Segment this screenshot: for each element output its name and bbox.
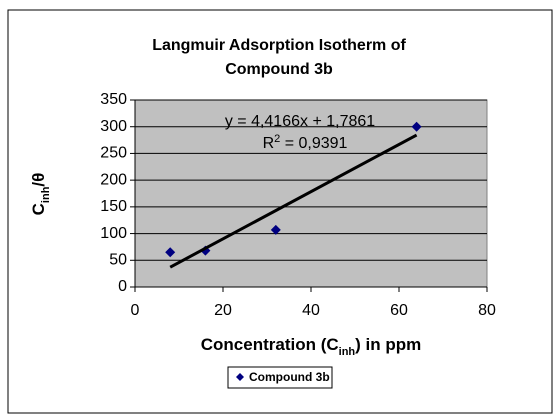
- legend-box: [227, 366, 333, 389]
- x-tick-label: 40: [302, 302, 320, 319]
- x-label-part: Concentration (C: [201, 335, 339, 354]
- x-axis-label: Concentration (Cinh) in ppm: [201, 335, 422, 358]
- y-axis-label: Cinh/θ: [29, 173, 52, 216]
- chart-title-line: Compound 3b: [225, 61, 333, 78]
- y-label-sub: inh: [40, 186, 52, 203]
- x-label-sub: inh: [339, 346, 356, 358]
- x-tick-label: 0: [131, 302, 140, 319]
- y-tick-label: 250: [100, 145, 127, 162]
- marks: [135, 99, 487, 288]
- trendline: [169, 133, 418, 269]
- r-squared-part: = 0,9391: [280, 135, 347, 152]
- data-point: [270, 224, 281, 235]
- y-tick-label: 0: [118, 278, 127, 295]
- y-tick-label: 100: [100, 225, 127, 242]
- legend-label: Compound 3b: [249, 370, 330, 384]
- data-point: [411, 121, 422, 132]
- data-point: [165, 247, 176, 258]
- y-tick-label: 50: [109, 252, 127, 269]
- y-tick-label: 200: [100, 171, 127, 188]
- y-label-part: /θ: [29, 173, 48, 187]
- y-tick-label: 350: [100, 91, 127, 108]
- x-tick-label: 20: [214, 302, 232, 319]
- x-label-part: ) in ppm: [355, 335, 421, 354]
- y-tick-label: 300: [100, 118, 127, 135]
- r-squared: R2 = 0,9391: [263, 133, 348, 152]
- equation: y = 4,4166x + 1,7861: [225, 113, 375, 130]
- y-tick-label: 150: [100, 198, 127, 215]
- r-squared-sup: 2: [274, 133, 280, 145]
- chart-title-line: Langmuir Adsorption Isotherm of: [152, 37, 406, 54]
- x-tick-label: 80: [478, 302, 496, 319]
- r-squared-part: R: [263, 135, 275, 152]
- legend-marker: [236, 373, 244, 381]
- x-tick-label: 60: [390, 302, 408, 319]
- y-label-part: C: [29, 203, 48, 215]
